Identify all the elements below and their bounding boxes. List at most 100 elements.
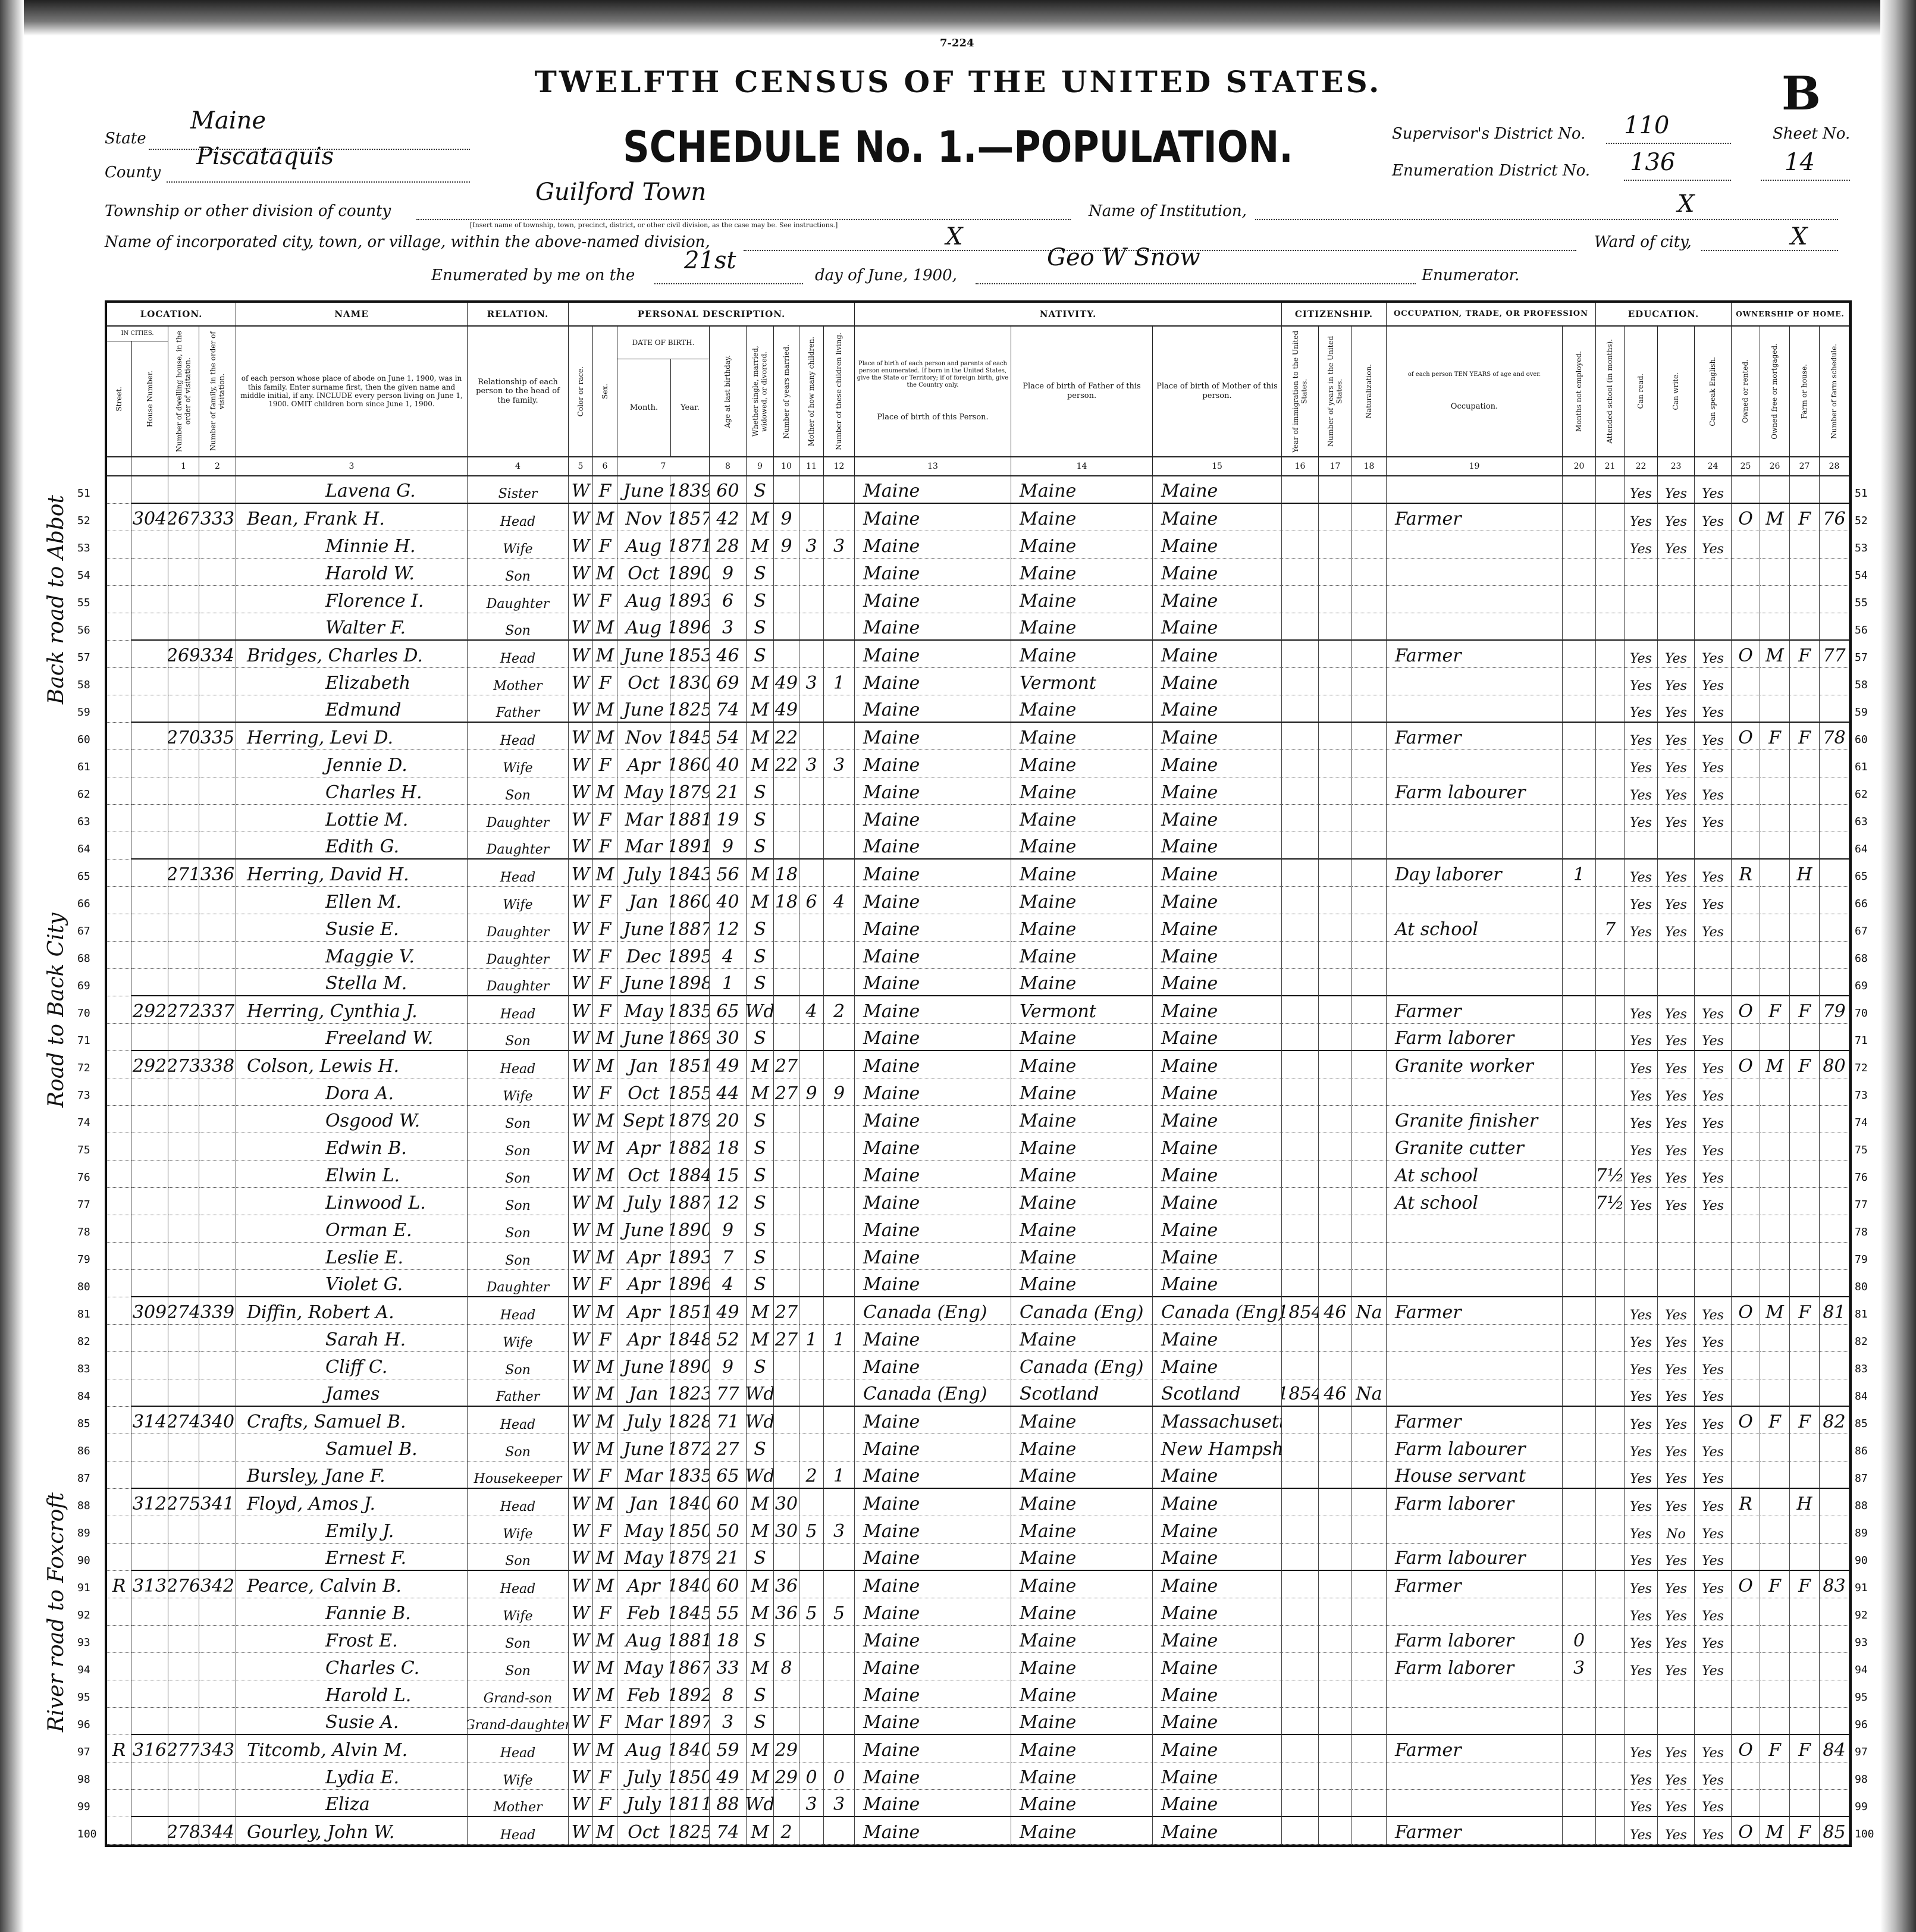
cell-occupation bbox=[1387, 942, 1563, 969]
cell-month: Mar bbox=[617, 805, 670, 832]
cell-owned-rented: O bbox=[1732, 996, 1760, 1024]
cell-english: Yes bbox=[1695, 1106, 1732, 1133]
cell-month: Sept bbox=[617, 1106, 670, 1133]
cell-write: Yes bbox=[1658, 1762, 1695, 1790]
cell-occupation: Farmer bbox=[1387, 1297, 1563, 1325]
cell-years-married: 27 bbox=[774, 1078, 799, 1106]
cell-school-months bbox=[1596, 832, 1625, 860]
line-number-right: 84 bbox=[1855, 1390, 1868, 1403]
cell-farm-schedule bbox=[1820, 969, 1849, 996]
cell-mother-birthplace: Massachusetts bbox=[1153, 1407, 1282, 1434]
cell-dwelling bbox=[168, 476, 199, 504]
cell-english: Yes bbox=[1695, 668, 1732, 695]
cell-school-months bbox=[1596, 1434, 1625, 1461]
cell-marital: S bbox=[747, 586, 774, 613]
cell-name: Osgood W. bbox=[236, 1106, 468, 1133]
cell-years-married bbox=[774, 1434, 799, 1461]
cell-children-living bbox=[824, 1434, 855, 1461]
cell-years-in-us bbox=[1319, 1461, 1352, 1489]
cell-years-in-us bbox=[1319, 504, 1352, 531]
cell-relation: Head bbox=[468, 504, 569, 531]
cell-age: 52 bbox=[710, 1325, 747, 1352]
cell-children-living bbox=[824, 1571, 855, 1598]
cell-father-birthplace: Maine bbox=[1011, 1680, 1153, 1708]
cell-write: Yes bbox=[1658, 1024, 1695, 1051]
cell-children-born bbox=[799, 914, 824, 942]
cell-month: Jan bbox=[617, 1489, 670, 1516]
cell-years-married bbox=[774, 942, 799, 969]
cell-owned-rented: O bbox=[1732, 1571, 1760, 1598]
cell-house bbox=[131, 476, 168, 504]
line-number-left: 61 bbox=[77, 761, 90, 773]
cell-occupation: Granite worker bbox=[1387, 1051, 1563, 1078]
cell-children-born: 5 bbox=[799, 1516, 824, 1544]
cell-mother-birthplace: Maine bbox=[1153, 1626, 1282, 1653]
cell-occupation: At school bbox=[1387, 1161, 1563, 1188]
cell-color: W bbox=[569, 1024, 593, 1051]
line-number-left: 91 bbox=[77, 1582, 90, 1594]
cell-house bbox=[131, 1188, 168, 1215]
cell-street bbox=[107, 1817, 131, 1845]
cell-farm-house: F bbox=[1790, 1051, 1820, 1078]
cell-children-born: 3 bbox=[799, 668, 824, 695]
cell-color: W bbox=[569, 750, 593, 777]
cell-age: 9 bbox=[710, 832, 747, 860]
cell-owned-rented: O bbox=[1732, 1051, 1760, 1078]
cell-street bbox=[107, 504, 131, 531]
cell-write: Yes bbox=[1658, 476, 1695, 504]
cell-free-mortgaged bbox=[1760, 860, 1790, 887]
cell-farm-schedule bbox=[1820, 914, 1849, 942]
cell-color: W bbox=[569, 860, 593, 887]
cell-dwelling bbox=[168, 750, 199, 777]
cell-free-mortgaged: F bbox=[1760, 723, 1790, 750]
street-label: River road to Foxcroft bbox=[44, 1492, 68, 1732]
line-number-right: 78 bbox=[1855, 1226, 1868, 1238]
cell-children-living bbox=[824, 1407, 855, 1434]
cell-months-unemployed bbox=[1563, 504, 1596, 531]
cell-year: 1845 bbox=[670, 723, 710, 750]
cell-year: 1869 bbox=[670, 1024, 710, 1051]
cell-naturalization bbox=[1352, 887, 1387, 914]
cell-age: 18 bbox=[710, 1133, 747, 1161]
cell-dwelling bbox=[168, 1215, 199, 1243]
line-number-right: 63 bbox=[1855, 816, 1868, 828]
cell-english: Yes bbox=[1695, 723, 1732, 750]
cell-marital: S bbox=[747, 1680, 774, 1708]
cell-relation: Head bbox=[468, 1571, 569, 1598]
cell-read: Yes bbox=[1625, 1571, 1658, 1598]
cell-owned-rented bbox=[1732, 1024, 1760, 1051]
header-school-months-label: Attended school (in months). bbox=[1605, 339, 1614, 444]
cell-mother-birthplace: Maine bbox=[1153, 1680, 1282, 1708]
cell-children-living: 1 bbox=[824, 1325, 855, 1352]
cell-occupation bbox=[1387, 1270, 1563, 1297]
cell-dwelling: 274 bbox=[168, 1407, 199, 1434]
cell-age: 77 bbox=[710, 1379, 747, 1407]
cell-mother-birthplace: Canada (Eng) bbox=[1153, 1297, 1282, 1325]
cell-family bbox=[199, 1461, 236, 1489]
cell-street bbox=[107, 613, 131, 641]
header-occupation-note: of each person TEN YEARS of age and over… bbox=[1407, 371, 1541, 378]
cell-english: Yes bbox=[1695, 641, 1732, 668]
cell-month: May bbox=[617, 777, 670, 805]
cell-family bbox=[199, 1161, 236, 1188]
cell-dwelling bbox=[168, 1461, 199, 1489]
cell-occupation: Farm laborer bbox=[1387, 1024, 1563, 1051]
cell-mother-birthplace: Maine bbox=[1153, 1762, 1282, 1790]
cell-month: June bbox=[617, 641, 670, 668]
cell-house bbox=[131, 668, 168, 695]
cell-owned-rented bbox=[1732, 1434, 1760, 1461]
cell-color: W bbox=[569, 942, 593, 969]
cell-birthplace: Maine bbox=[855, 1598, 1011, 1626]
cell-family bbox=[199, 531, 236, 559]
cell-years-in-us: 46 bbox=[1319, 1297, 1352, 1325]
cell-free-mortgaged: M bbox=[1760, 641, 1790, 668]
cell-free-mortgaged bbox=[1760, 1133, 1790, 1161]
cell-owned-rented bbox=[1732, 1243, 1760, 1270]
cell-english: Yes bbox=[1695, 1516, 1732, 1544]
cell-color: W bbox=[569, 887, 593, 914]
cell-farm-schedule bbox=[1820, 1626, 1849, 1653]
cell-sex: M bbox=[593, 1215, 617, 1243]
cell-school-months bbox=[1596, 1051, 1625, 1078]
cell-age: 21 bbox=[710, 777, 747, 805]
cell-read: Yes bbox=[1625, 476, 1658, 504]
